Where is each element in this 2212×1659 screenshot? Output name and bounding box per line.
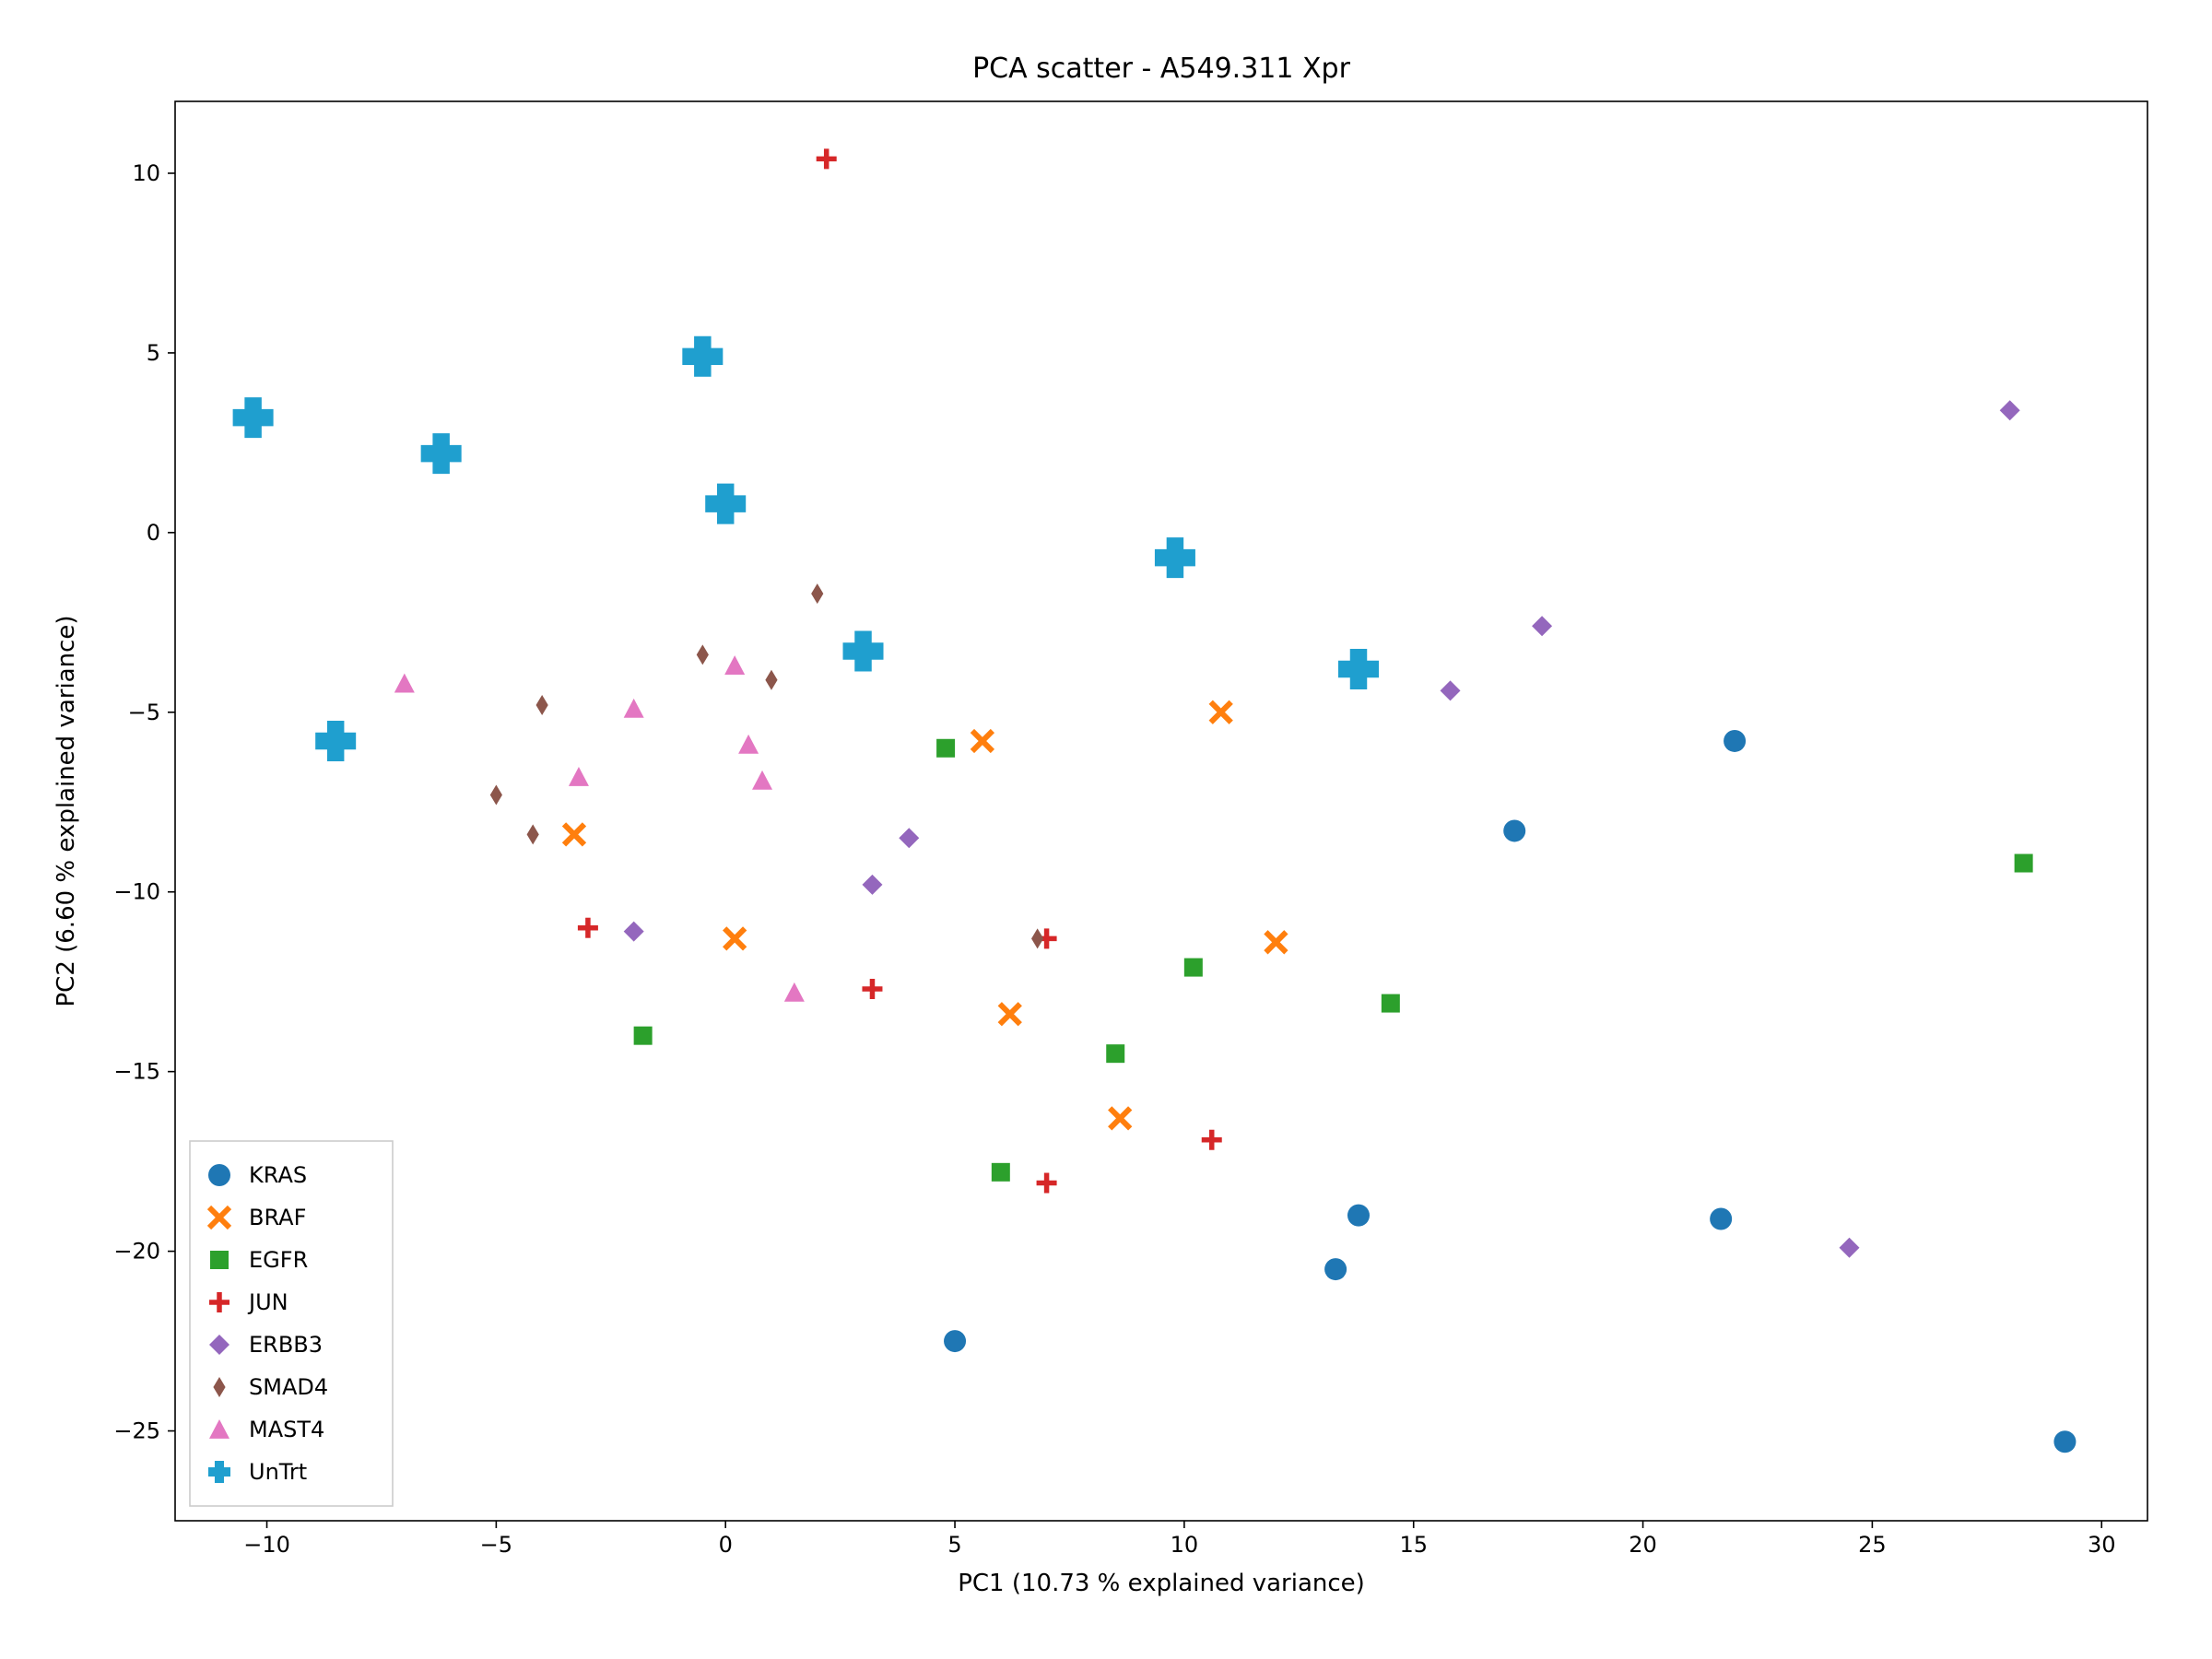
ytick-label: 0 [147, 520, 160, 546]
marker-square [210, 1251, 229, 1269]
marker-diamond [899, 828, 919, 848]
xtick-label: 5 [947, 1532, 961, 1558]
marker-circle [208, 1164, 230, 1186]
xtick-label: −5 [480, 1532, 512, 1558]
legend-label: KRAS [249, 1162, 307, 1188]
marker-triangle [752, 771, 772, 790]
ytick-label: 5 [147, 340, 160, 366]
marker-plus-bold [233, 397, 274, 438]
marker-thin-diamond [1031, 928, 1043, 948]
marker-circle [944, 1330, 966, 1352]
marker-square [936, 739, 955, 758]
xtick-label: 0 [719, 1532, 733, 1558]
marker-square [2015, 854, 2033, 873]
xtick-label: 10 [1171, 1532, 1199, 1558]
marker-circle [1724, 730, 1746, 752]
ytick-label: −20 [113, 1239, 160, 1265]
marker-circle [1503, 819, 1525, 841]
series-ERBB3 [624, 400, 2020, 1257]
legend-label: ERBB3 [249, 1332, 323, 1358]
series-KRAS [944, 730, 2076, 1453]
marker-circle [2053, 1430, 2076, 1453]
marker-plus-bold [705, 484, 746, 524]
x-axis-label: PC1 (10.73 % explained variance) [958, 1570, 1365, 1597]
series-BRAF [564, 702, 1286, 1129]
ytick-label: −15 [113, 1059, 160, 1085]
marker-triangle [569, 767, 589, 786]
xtick-label: 30 [2088, 1532, 2116, 1558]
marker-thin-diamond [527, 824, 539, 844]
legend-label: EGFR [249, 1247, 308, 1273]
marker-square [992, 1163, 1010, 1182]
marker-diamond [862, 875, 882, 895]
marker-thin-diamond [490, 784, 502, 805]
marker-square [1106, 1044, 1124, 1063]
legend-label: BRAF [249, 1205, 306, 1230]
marker-thin-diamond [811, 583, 823, 604]
legend: KRAS BRAF EGFR JUN ERBB3 SMAD4 MAST4 UnTrt [190, 1141, 393, 1506]
points-group [233, 148, 2077, 1453]
legend-label: MAST4 [249, 1417, 324, 1442]
series-JUN [578, 148, 1222, 1193]
series-EGFR [634, 739, 2033, 1182]
marker-plus-bold [315, 721, 356, 761]
marker-triangle [738, 735, 759, 754]
chart-container: −10 −5 0 5 10 15 20 25 30 −25 −20 −15 −10 −5 0 5 10 PC1 (… [0, 0, 2212, 1659]
ytick-label: −5 [128, 700, 160, 725]
marker-triangle [784, 982, 805, 1002]
marker-triangle [624, 699, 644, 718]
series-SMAD4 [490, 583, 1043, 948]
marker-diamond [1441, 680, 1461, 700]
marker-plus-bold [1338, 649, 1379, 689]
marker-diamond [2000, 400, 2020, 420]
xtick-label: 15 [1399, 1532, 1428, 1558]
series-UnTrt [233, 336, 1379, 761]
marker-plus-bold [421, 433, 462, 474]
marker-diamond [624, 922, 644, 942]
y-axis-label: PC2 (6.60 % explained variance) [53, 615, 80, 1006]
plot-border [175, 101, 2147, 1521]
marker-circle [1347, 1205, 1370, 1227]
marker-plus-bold [1155, 537, 1195, 578]
marker-triangle [394, 674, 415, 693]
marker-thin-diamond [697, 644, 709, 665]
ytick-label: 10 [132, 160, 160, 186]
xtick-label: 25 [1858, 1532, 1887, 1558]
marker-diamond [1532, 616, 1552, 636]
ytick-label: −10 [113, 879, 160, 905]
marker-circle [1710, 1208, 1732, 1230]
legend-label: SMAD4 [249, 1374, 328, 1400]
marker-circle [1324, 1258, 1347, 1280]
marker-plus-bold [843, 631, 884, 672]
marker-diamond [1840, 1238, 1860, 1258]
xtick-label: −10 [243, 1532, 290, 1558]
marker-square [634, 1027, 653, 1045]
marker-square [1184, 959, 1203, 977]
marker-plus-bold [682, 336, 723, 377]
ytick-label: −25 [113, 1418, 160, 1444]
marker-thin-diamond [765, 670, 777, 690]
legend-label: UnTrt [249, 1459, 307, 1485]
legend-box [190, 1141, 393, 1506]
chart-title: PCA scatter - A549.311 Xpr [972, 53, 1351, 85]
marker-square [1382, 994, 1400, 1013]
xtick-label: 20 [1629, 1532, 1657, 1558]
pca-scatter-chart: −10 −5 0 5 10 15 20 25 30 −25 −20 −15 −10 −5 0 5 10 PC1 (… [0, 0, 2212, 1659]
legend-label: JUN [247, 1289, 288, 1315]
marker-triangle [724, 655, 745, 675]
marker-thin-diamond [536, 695, 548, 715]
